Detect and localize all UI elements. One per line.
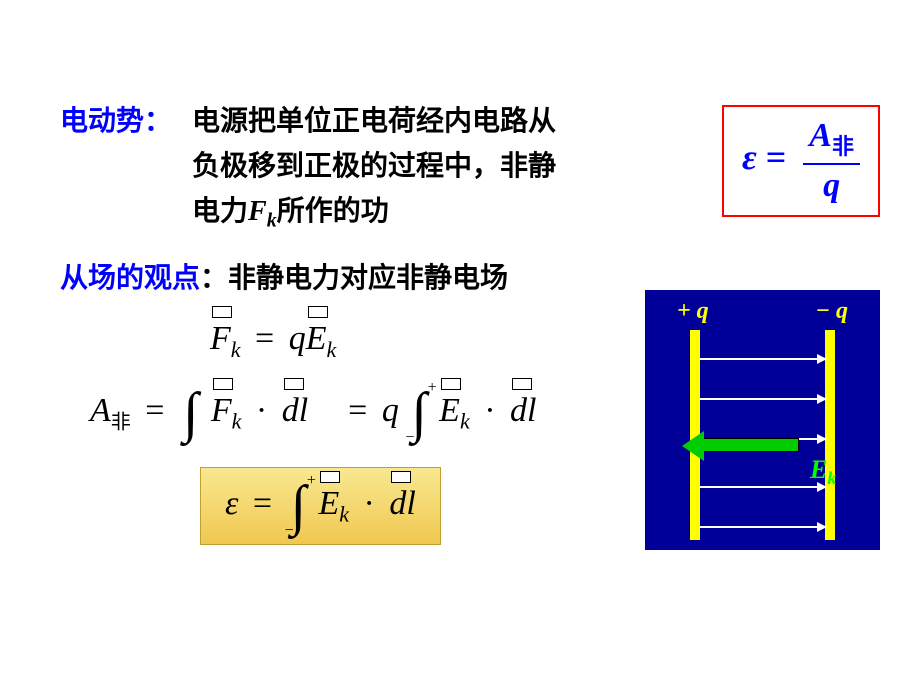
def-line1: 电源把单位正电荷经内电路从 <box>192 106 556 137</box>
eq2-k1: k <box>232 408 242 433</box>
field-view-text: 非静电力对应非静电场 <box>228 263 508 294</box>
ek-label: Ek <box>810 455 836 489</box>
eq1-f: F <box>210 320 231 358</box>
eq2-dot2: · <box>484 392 495 429</box>
def-line2: 负极移到正极的过程中，非静 <box>192 151 556 182</box>
integral-icon: ∫+− <box>411 381 426 445</box>
field-line <box>700 526 825 528</box>
eq2-eq1: = <box>145 392 164 429</box>
eq3-k: k <box>339 501 349 526</box>
eq2-dl2: dl <box>510 392 536 430</box>
plus-q-label: + q <box>677 298 709 325</box>
field-line <box>700 398 825 400</box>
eq1-k2: k <box>327 337 337 362</box>
eq2-dot1: · <box>256 392 267 429</box>
equation-fk: Fk = qEk <box>210 320 537 363</box>
eq2-q: q <box>382 392 399 429</box>
formula-eq: = <box>766 137 787 177</box>
field-line <box>700 486 825 488</box>
eq3-eq: = <box>253 485 272 522</box>
def-line3-post: 所作的功 <box>277 196 389 227</box>
eq1-q: q <box>289 320 306 357</box>
eq3-e: E <box>318 485 339 523</box>
formula-den: q <box>803 165 860 205</box>
int-lower: − <box>405 429 414 447</box>
def-line3-pre: 电力 <box>192 196 248 227</box>
integral-icon: ∫ <box>183 381 198 445</box>
field-line <box>700 358 825 360</box>
equation-block: Fk = qEk A非 = ∫ Fk · dl = q ∫+− Ek · dl … <box>90 320 537 563</box>
ek-k: k <box>827 468 836 488</box>
eq3-dot: · <box>363 485 374 522</box>
eq2-a: A <box>90 392 111 429</box>
field-view-colon: ： <box>200 263 228 294</box>
int-upper: + <box>428 379 437 397</box>
emf-formula-box: ε = A非 q <box>722 105 880 217</box>
eq1-k1: k <box>231 337 241 362</box>
eq1-e: E <box>306 320 327 358</box>
eq2-k2: k <box>460 408 470 433</box>
def-var-k: k <box>267 209 277 231</box>
def-var-f: F <box>248 196 267 227</box>
eq2-f: F <box>211 392 232 430</box>
field-view-label: 从场的观点 <box>60 263 200 294</box>
eq2-eq2: = <box>348 392 367 429</box>
minus-q-label: − q <box>815 298 848 325</box>
formula-num-var: A <box>809 117 832 154</box>
eq3-eps: ε <box>225 485 238 522</box>
formula-num-sub: 非 <box>832 134 854 159</box>
ek-arrow <box>703 438 799 452</box>
emf-definition: 电源把单位正电荷经内电路从 负极移到正极的过程中，非静 电力Fk所作的功 <box>192 100 556 236</box>
integral-icon: ∫+− <box>291 474 306 538</box>
equation-emf-integral: ε = ∫+− Ek · dl <box>90 463 537 545</box>
eq1-eq: = <box>255 320 274 357</box>
int-upper: + <box>307 472 316 490</box>
formula-lhs: ε <box>742 137 757 177</box>
eq2-dl1: dl <box>282 392 308 430</box>
int-lower: − <box>285 522 294 540</box>
equation-work: A非 = ∫ Fk · dl = q ∫+− Ek · dl <box>90 381 537 445</box>
ek-e: E <box>810 455 827 484</box>
eq3-dl: dl <box>389 485 415 523</box>
eq2-fei: 非 <box>111 411 131 433</box>
capacitor-diagram: + q − q Ek <box>645 290 880 550</box>
eq2-e: E <box>439 392 460 430</box>
emf-label: 电动势： <box>60 100 172 145</box>
